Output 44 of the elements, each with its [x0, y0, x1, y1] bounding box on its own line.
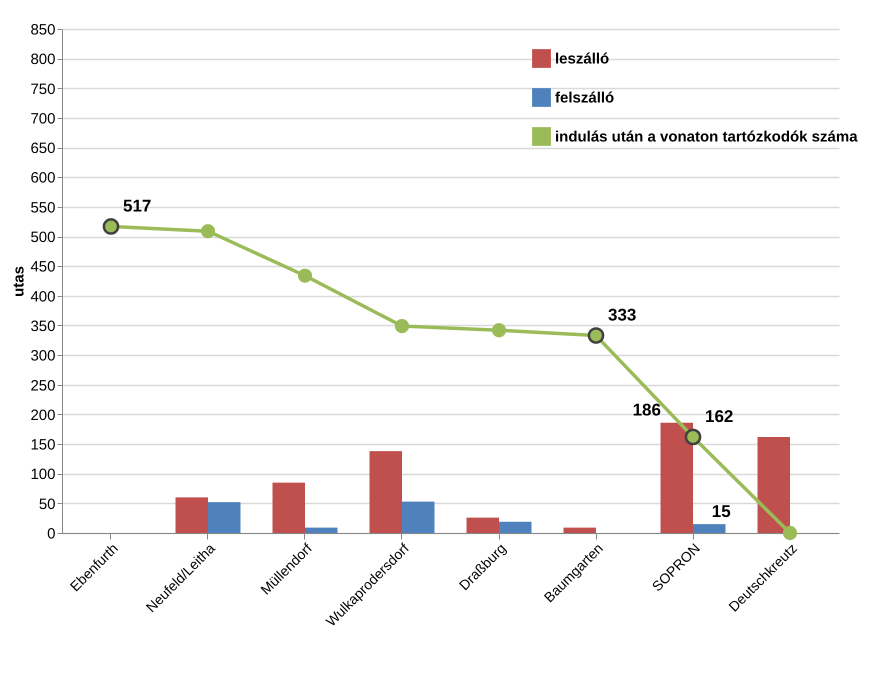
- y-tick-label: 400: [30, 288, 56, 306]
- point: [298, 268, 312, 283]
- y-tick-label: 700: [30, 110, 56, 128]
- y-axis-title: utas: [10, 266, 28, 297]
- legend-label: felszálló: [555, 90, 614, 106]
- data-label: 186: [632, 400, 661, 420]
- bar: [660, 422, 694, 533]
- bar: [499, 522, 532, 533]
- data-label: 162: [705, 406, 734, 426]
- y-tick-label: 300: [30, 348, 56, 365]
- point: [394, 319, 410, 334]
- bar: [466, 518, 499, 533]
- y-tick-label: 100: [30, 466, 56, 484]
- bar: [208, 502, 240, 533]
- data-label: 517: [122, 196, 152, 216]
- point: [492, 323, 506, 338]
- bar: [304, 528, 338, 533]
- y-tick-label: 0: [47, 526, 56, 542]
- bar: [693, 524, 726, 533]
- data-label: 15: [712, 502, 731, 522]
- y-tick-label: 250: [30, 377, 56, 394]
- bar: [402, 502, 434, 533]
- y-tick-label: 200: [30, 406, 56, 424]
- data-label: 333: [608, 306, 636, 325]
- y-tick-label: 450: [30, 258, 56, 276]
- y-tick-label: 550: [30, 199, 56, 216]
- y-tick-label: 800: [30, 51, 56, 68]
- point: [200, 224, 216, 238]
- bar: [564, 528, 596, 533]
- y-tick-label: 350: [30, 318, 56, 335]
- legend-label: indulás után a vonaton tartózkodók száma: [555, 128, 858, 146]
- y-tick-label: 500: [30, 229, 56, 246]
- point: [782, 526, 798, 540]
- y-tick-label: 150: [30, 436, 56, 454]
- bar: [370, 451, 402, 533]
- bar: [758, 436, 790, 533]
- y-tick-label: 850: [30, 22, 56, 38]
- legend-label: leszálló: [555, 50, 610, 68]
- y-tick-label: 50: [38, 496, 56, 513]
- y-tick-label: 650: [30, 140, 56, 158]
- bar: [272, 482, 305, 533]
- y-tick-label: 750: [30, 80, 56, 98]
- bar: [175, 497, 208, 533]
- y-tick-label: 600: [30, 170, 56, 187]
